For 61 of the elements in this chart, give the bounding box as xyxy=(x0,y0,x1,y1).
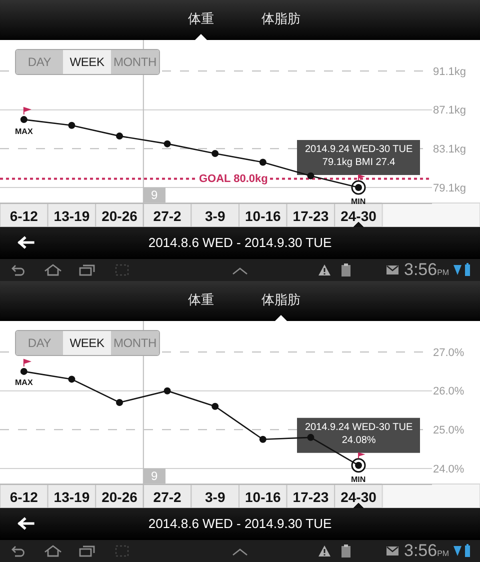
x-tick-label: 3-9 xyxy=(204,208,226,224)
point xyxy=(307,434,314,441)
tab-label: 体脂肪 xyxy=(262,11,300,27)
y-tick-label: 24.0% xyxy=(433,463,464,476)
point xyxy=(68,376,76,383)
x-tick-label: 20-26 xyxy=(102,208,138,224)
clock-label: 3:56PM xyxy=(404,260,450,281)
point xyxy=(20,116,28,124)
y-tick-label: 91.1kg xyxy=(433,66,466,78)
annotation: MIN xyxy=(351,475,366,484)
point xyxy=(259,158,266,166)
date-range-label: 2014.8.6 WED - 2014.9.30 TUE xyxy=(148,516,332,532)
segment-button: WEEK xyxy=(63,50,111,74)
y-tick-label: 79.1kg xyxy=(433,182,466,194)
x-tick-label: 20-26 xyxy=(102,488,138,505)
segment-button: WEEK xyxy=(63,331,111,355)
annotation: 2014.9.24 WED-30 TUE 24.08% xyxy=(305,422,413,446)
segment-button: MONTH xyxy=(111,331,159,355)
tab-label: 体脂肪 xyxy=(262,292,300,308)
y-tick-label: 27.0% xyxy=(433,346,464,359)
point xyxy=(212,150,219,158)
y-tick-label: 26.0% xyxy=(433,386,464,398)
point xyxy=(68,122,76,129)
point xyxy=(164,387,171,394)
tab-label: 体重 xyxy=(188,292,214,308)
segment-button: DAY xyxy=(16,331,63,355)
point xyxy=(20,368,28,375)
y-tick-label: 83.1kg xyxy=(433,144,466,156)
annotation: MIN xyxy=(351,197,366,206)
annotation: MAX xyxy=(15,127,34,136)
x-tick-label: 27-2 xyxy=(153,488,182,505)
x-tick-label: 17-23 xyxy=(292,488,329,505)
date-range-label: 2014.8.6 WED - 2014.9.30 TUE xyxy=(148,235,332,251)
x-tick-label: 6-12 xyxy=(10,488,38,505)
x-tick-label: 10-16 xyxy=(244,208,282,224)
x-tick-label: 13-19 xyxy=(54,208,90,224)
clock-label: 3:56PM xyxy=(404,541,450,562)
y-tick-label: 87.1kg xyxy=(433,104,466,117)
x-tick-label: 3-9 xyxy=(204,488,226,505)
point xyxy=(164,140,171,148)
x-tick-label: 24-30 xyxy=(340,488,377,505)
x-tick-label: 27-2 xyxy=(153,208,182,224)
annotation: 2014.9.24 WED-30 TUE 79.1kg BMI 27.4 xyxy=(305,144,413,168)
segment-button: MONTH xyxy=(111,50,159,74)
x-tick-label: 6-12 xyxy=(10,208,38,224)
ref-line-label: GOAL 80.0kg xyxy=(199,173,268,185)
ref-line-label: 9 xyxy=(151,469,158,483)
x-tick-label: 13-19 xyxy=(54,488,90,505)
x-tick-label: 17-23 xyxy=(292,208,329,224)
ref-line-label: 9 xyxy=(151,188,158,202)
point xyxy=(212,402,219,410)
point xyxy=(116,132,123,140)
y-tick-label: 25.0% xyxy=(433,424,464,437)
x-tick-label: 10-16 xyxy=(244,488,282,505)
segment-button: DAY xyxy=(16,50,63,74)
x-tick-label: 24-30 xyxy=(340,208,377,224)
tab-label: 体重 xyxy=(188,11,214,27)
point xyxy=(259,436,266,443)
point xyxy=(307,172,314,180)
point xyxy=(116,399,123,406)
annotation: MAX xyxy=(15,378,34,387)
